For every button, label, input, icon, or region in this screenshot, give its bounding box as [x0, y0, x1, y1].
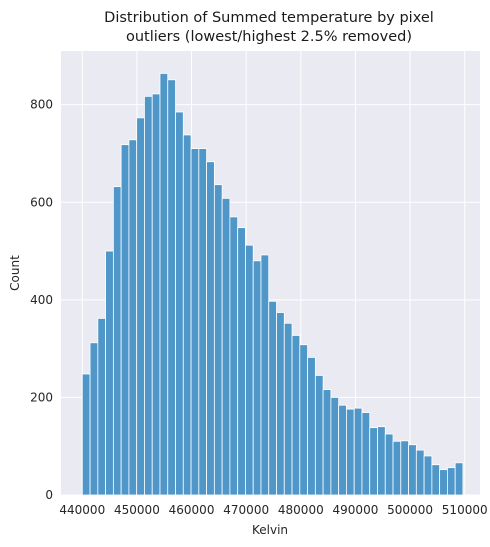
- histogram-bar: [307, 357, 316, 496]
- histogram-bar: [408, 444, 417, 496]
- y-axis-label: Count: [8, 255, 22, 291]
- histogram-bar: [97, 317, 107, 496]
- histogram-bar: [454, 462, 464, 496]
- histogram-bar: [144, 95, 153, 496]
- x-tick-label: 510000: [442, 503, 488, 517]
- y-tick-label: 600: [30, 195, 53, 209]
- histogram-bar: [400, 440, 409, 496]
- y-tick-label: 0: [45, 488, 53, 502]
- histogram-bar: [439, 469, 448, 496]
- histogram-bar: [229, 216, 239, 496]
- histogram-bar: [120, 144, 130, 496]
- x-axis-label: Kelvin: [252, 523, 288, 537]
- x-tick-label: 440000: [59, 503, 105, 517]
- histogram-bar: [447, 467, 456, 496]
- histogram-bar: [175, 111, 184, 496]
- histogram-bar: [314, 375, 324, 496]
- histogram-bar: [182, 134, 192, 496]
- histogram-bar: [423, 455, 433, 496]
- histogram-bar: [89, 342, 99, 496]
- y-tick-label: 400: [30, 293, 53, 307]
- y-tick-label: 200: [30, 390, 53, 404]
- histogram-bar: [330, 397, 340, 496]
- histogram-bar: [361, 412, 371, 496]
- histogram-bar: [252, 260, 262, 496]
- histogram-bar: [283, 322, 293, 496]
- histogram-bar: [112, 186, 122, 496]
- histogram-bar: [260, 254, 270, 496]
- histogram-bar: [299, 344, 308, 496]
- histogram-bar: [346, 408, 355, 496]
- histogram-bar: [268, 300, 277, 496]
- x-tick-label: 500000: [387, 503, 433, 517]
- histogram-bar: [377, 426, 386, 496]
- histogram-bar: [415, 449, 425, 496]
- histogram-bar: [322, 389, 332, 496]
- histogram-bar: [105, 250, 114, 496]
- x-tick-label: 490000: [333, 503, 379, 517]
- histogram-bar: [353, 407, 363, 496]
- chart-title-line-2: outliers (lowest/highest 2.5% removed): [126, 29, 412, 45]
- histogram-bar: [159, 73, 169, 496]
- x-tick-label: 460000: [169, 503, 215, 517]
- x-tick-label: 470000: [223, 503, 269, 517]
- histogram-bar: [384, 433, 394, 496]
- x-tick-labels: 440000 450000 460000 470000 480000 490000 5000…: [59, 503, 487, 517]
- y-tick-labels: 0 200 400 600 800: [30, 98, 53, 502]
- x-tick-label: 480000: [278, 503, 324, 517]
- chart-title-line-1: Distribution of Summed temperature by pi…: [104, 10, 434, 26]
- x-tick-label: 450000: [114, 503, 160, 517]
- histogram-bar: [392, 440, 402, 496]
- histogram-bar: [237, 227, 246, 496]
- histogram-bar: [198, 148, 207, 496]
- histogram-bar: [128, 139, 138, 496]
- histogram-bar: [221, 197, 231, 496]
- y-tick-label: 800: [30, 98, 53, 112]
- histogram-bar: [276, 312, 285, 496]
- histogram-bar: [151, 93, 161, 496]
- histogram-bar: [190, 148, 200, 496]
- histogram-bar: [431, 464, 441, 496]
- histogram-bar: [206, 161, 215, 496]
- bars-group: [81, 73, 464, 496]
- histogram-bar: [213, 184, 223, 496]
- histogram-bar: [245, 244, 254, 496]
- histogram-bar: [136, 117, 145, 496]
- histogram-bar: [338, 404, 347, 496]
- histogram-bar: [167, 79, 176, 496]
- histogram-bar: [81, 373, 91, 496]
- histogram-bar: [291, 335, 301, 496]
- histogram-bar: [369, 427, 378, 496]
